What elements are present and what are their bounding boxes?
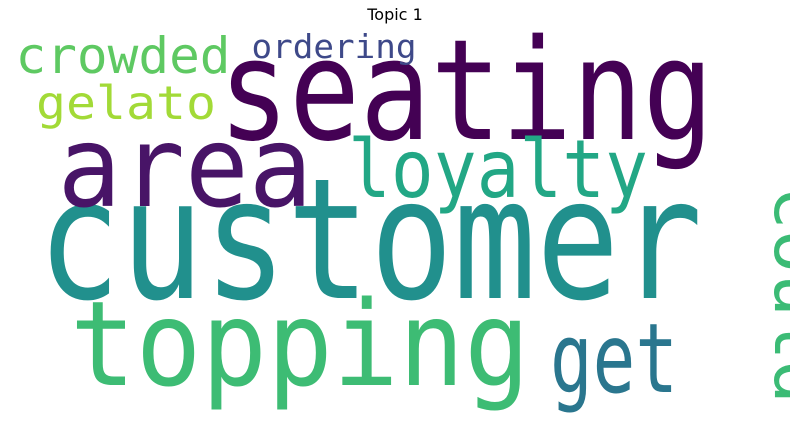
word-get: get xyxy=(550,303,678,415)
word-gelato: gelato xyxy=(36,76,216,130)
word-customer: customer xyxy=(38,142,703,338)
word-loyalty: loyalty xyxy=(348,123,648,216)
word-seating: seating xyxy=(219,10,714,173)
word-ordering: ordering xyxy=(252,27,417,66)
word-area: area xyxy=(58,103,313,233)
word-could: could xyxy=(758,186,790,404)
word-crowded: crowded xyxy=(16,27,231,85)
chart-title: Topic 1 xyxy=(367,5,423,24)
word-topping: topping xyxy=(70,275,530,413)
